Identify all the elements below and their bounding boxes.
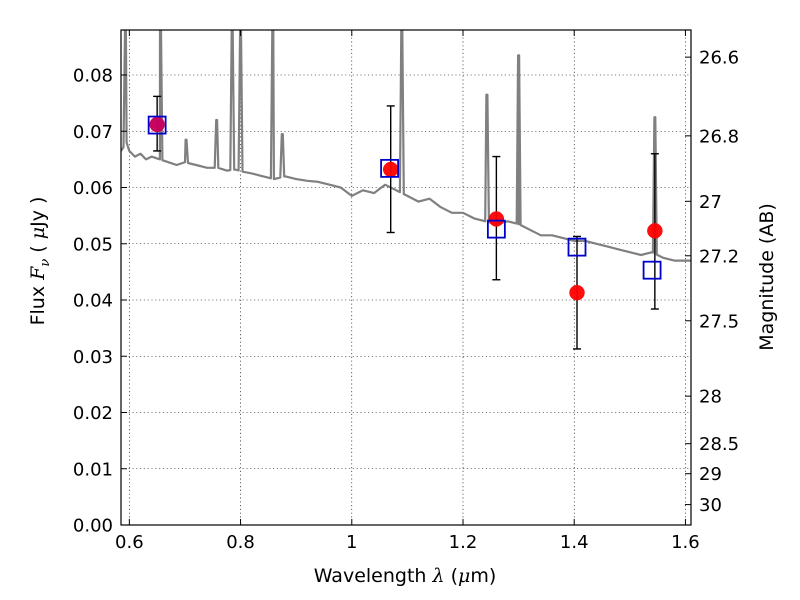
data-points: [147, 115, 663, 301]
plot-frame: [120, 29, 692, 526]
axis-ticks: 0.6 0.8 1 1.2 1.4 1.6 0.00 0.01 0.02 0.03 0.04 0.05…: [73, 30, 739, 553]
y2-tick-label: 30: [699, 495, 722, 516]
y2-tick-label: 27: [699, 192, 722, 213]
x-tick-label: 0.6: [115, 532, 144, 553]
y2-axis-title: Magnitude (AB): [756, 203, 778, 351]
x-axis-title: Wavelength λ (μm): [314, 565, 497, 587]
observed-point: [382, 161, 399, 178]
x-tick-label: 1.4: [560, 532, 589, 553]
y-tick-label: 0.00: [73, 516, 113, 537]
y-tick-label: 0.05: [73, 234, 113, 255]
y2-tick-label: 27.5: [699, 311, 739, 332]
grid: [121, 30, 691, 526]
x-tick-label: 1: [346, 532, 357, 553]
model-spectrum: [121, 30, 691, 262]
x-tick-label: 1.6: [671, 532, 700, 553]
observed-point: [569, 284, 585, 301]
y-axis-title: Flux Fν ( μJy ): [27, 197, 53, 326]
observed-point: [488, 211, 505, 227]
synthetic-point: [642, 260, 662, 280]
y-tick-label: 0.08: [73, 66, 113, 87]
x-tick-label: 0.8: [226, 532, 255, 553]
y2-tick-label: 27.2: [699, 246, 739, 267]
y2-tick-label: 28: [699, 387, 722, 408]
y-tick-label: 0.01: [73, 459, 113, 480]
synthetic-point: [147, 115, 167, 135]
axes-frame: [120, 29, 692, 526]
y-tick-label: 0.02: [73, 403, 113, 424]
synthetic-point: [567, 237, 587, 257]
synthetic-point: [486, 219, 506, 239]
y-tick-label: 0.07: [73, 122, 113, 143]
y-tick-label: 0.03: [73, 347, 113, 368]
y-tick-label: 0.04: [73, 291, 113, 312]
overlap-point: [149, 117, 165, 132]
y-tick-label: 0.06: [73, 178, 113, 199]
y2-tick-label: 26.8: [699, 126, 739, 147]
model-spectrum-line: [121, 30, 691, 262]
y2-tick-label: 26.6: [699, 48, 739, 69]
observed-point: [647, 223, 663, 239]
x-tick-label: 1.2: [449, 532, 478, 553]
synthetic-point: [380, 158, 399, 178]
y2-tick-label: 28.5: [699, 434, 739, 455]
error-bars: [153, 95, 659, 350]
y2-tick-label: 29: [699, 464, 722, 485]
